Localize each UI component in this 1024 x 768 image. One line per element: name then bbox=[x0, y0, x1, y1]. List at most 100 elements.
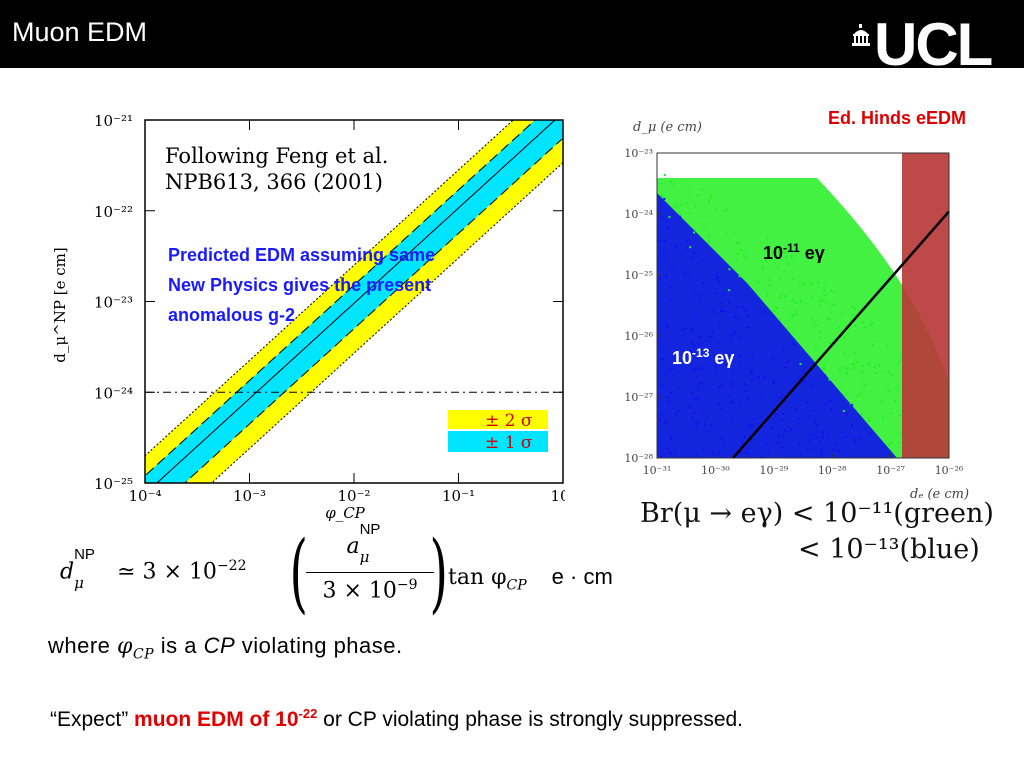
band-1sigma-upper bbox=[145, 120, 536, 477]
scatter-point bbox=[787, 263, 790, 265]
scatter-point bbox=[679, 215, 681, 218]
conclusion-post: or CP violating phase is strongly suppre… bbox=[317, 708, 744, 731]
right-y-tick-label: 10⁻²⁶ bbox=[624, 330, 653, 343]
scatter-point bbox=[661, 358, 664, 361]
scatter-point bbox=[897, 441, 900, 444]
scatter-point bbox=[806, 401, 808, 404]
central-curve bbox=[156, 120, 556, 483]
scatter-point bbox=[689, 350, 692, 353]
scatter-point bbox=[828, 342, 831, 344]
scatter-point bbox=[708, 200, 710, 203]
right-x-tick-label: 10⁻²⁸ bbox=[818, 464, 847, 477]
scatter-point bbox=[799, 363, 802, 365]
scatter-point bbox=[740, 248, 743, 251]
scatter-point bbox=[671, 267, 674, 270]
scatter-point bbox=[842, 410, 845, 412]
scatter-point bbox=[809, 448, 812, 451]
scatter-point bbox=[815, 424, 818, 427]
scatter-point bbox=[726, 208, 729, 211]
scatter-point bbox=[665, 322, 668, 325]
scatter-point bbox=[890, 412, 893, 415]
formula-num-sub: μ bbox=[359, 548, 370, 566]
scatter-point bbox=[851, 403, 854, 406]
scatter-point bbox=[666, 448, 669, 451]
scatter-point bbox=[731, 386, 733, 389]
right-x-label: dₑ (e cm) bbox=[910, 487, 969, 502]
scatter-point bbox=[745, 309, 748, 312]
scatter-point bbox=[746, 397, 749, 400]
scatter-point bbox=[873, 366, 876, 369]
left-y-label: d_μ^NP [e cm] bbox=[51, 247, 69, 362]
br-line-1: Br(μ → eγ) < 10⁻¹¹(green) bbox=[640, 498, 994, 529]
excluded-band bbox=[902, 153, 949, 458]
scatter-point bbox=[757, 376, 760, 379]
scatter-point bbox=[823, 368, 826, 371]
scatter-point bbox=[709, 424, 712, 427]
scatter-point bbox=[661, 194, 664, 197]
scatter-point bbox=[736, 253, 739, 255]
citation-line-2: NPB613, 366 (2001) bbox=[165, 170, 383, 194]
right-y-tick-label: 10⁻²⁴ bbox=[624, 208, 653, 221]
scatter-point bbox=[717, 342, 720, 345]
where-cp: CP bbox=[203, 633, 236, 658]
label-blue-unit: eγ bbox=[709, 348, 735, 368]
scatter-point bbox=[810, 384, 813, 387]
scatter-point bbox=[897, 362, 899, 365]
scatter-point bbox=[663, 239, 666, 242]
scatter-point bbox=[721, 438, 724, 440]
diagonal-line bbox=[732, 210, 950, 459]
scatter-point bbox=[772, 382, 775, 385]
right-y-axis: 10⁻²³ 10⁻²⁴ 10⁻²⁵ 10⁻²⁶ 10⁻²⁷ 10⁻²⁸ bbox=[624, 147, 662, 465]
scatter-point bbox=[704, 423, 707, 426]
conclusion-line: “Expect” muon EDM of 10-22 or CP violati… bbox=[50, 706, 743, 732]
scatter-point bbox=[867, 462, 869, 464]
scatter-point bbox=[853, 352, 856, 355]
scatter-point bbox=[894, 400, 897, 402]
scatter-point bbox=[852, 305, 855, 308]
scatter-point bbox=[674, 414, 677, 417]
scatter-point bbox=[720, 408, 723, 410]
scatter-point bbox=[723, 363, 726, 366]
scatter-point bbox=[751, 424, 754, 427]
scatter-point bbox=[669, 452, 672, 455]
scatter-point bbox=[689, 246, 692, 249]
legend-1sigma-swatch bbox=[448, 431, 548, 452]
scatter-point bbox=[798, 376, 801, 379]
scatter-point bbox=[765, 260, 768, 263]
scatter-point bbox=[761, 266, 764, 269]
scatter-point bbox=[810, 282, 813, 285]
formula-lhs-sub: μ bbox=[74, 574, 84, 593]
scatter-point bbox=[792, 314, 795, 316]
scatter-point bbox=[752, 353, 755, 356]
scatter-point bbox=[718, 451, 721, 454]
left-y-tick-label: 10⁻²⁵ bbox=[94, 475, 133, 493]
where-phi-sub: CP bbox=[132, 646, 155, 663]
scatter-point bbox=[700, 410, 703, 413]
scatter-point bbox=[705, 324, 708, 327]
left-x-tick-label: 10⁻⁴ bbox=[128, 487, 161, 505]
scatter-point bbox=[772, 357, 774, 360]
scatter-point bbox=[668, 216, 671, 219]
scatter-point bbox=[709, 249, 711, 252]
scatter-point bbox=[687, 462, 689, 464]
scatter-point bbox=[722, 294, 724, 296]
scatter-point bbox=[660, 204, 663, 207]
scatter-point bbox=[837, 326, 840, 329]
scatter-point bbox=[738, 275, 741, 278]
left-x-tick-label: 10⁻¹ bbox=[442, 487, 475, 505]
scatter-point bbox=[845, 372, 848, 375]
scatter-point bbox=[828, 317, 831, 320]
scatter-point bbox=[804, 302, 807, 305]
scatter-point bbox=[785, 295, 788, 298]
scatter-point bbox=[677, 410, 679, 413]
scatter-point bbox=[670, 391, 672, 394]
scatter-point bbox=[806, 464, 808, 466]
scatter-point bbox=[730, 417, 733, 419]
scatter-point bbox=[782, 348, 784, 351]
scatter-point bbox=[731, 401, 734, 404]
scatter-point bbox=[714, 367, 717, 370]
legend-2sigma-swatch bbox=[448, 410, 548, 429]
right-x-tick-label: 10⁻²⁹ bbox=[759, 464, 788, 477]
scatter-point bbox=[766, 294, 769, 297]
scatter-point bbox=[677, 387, 680, 390]
